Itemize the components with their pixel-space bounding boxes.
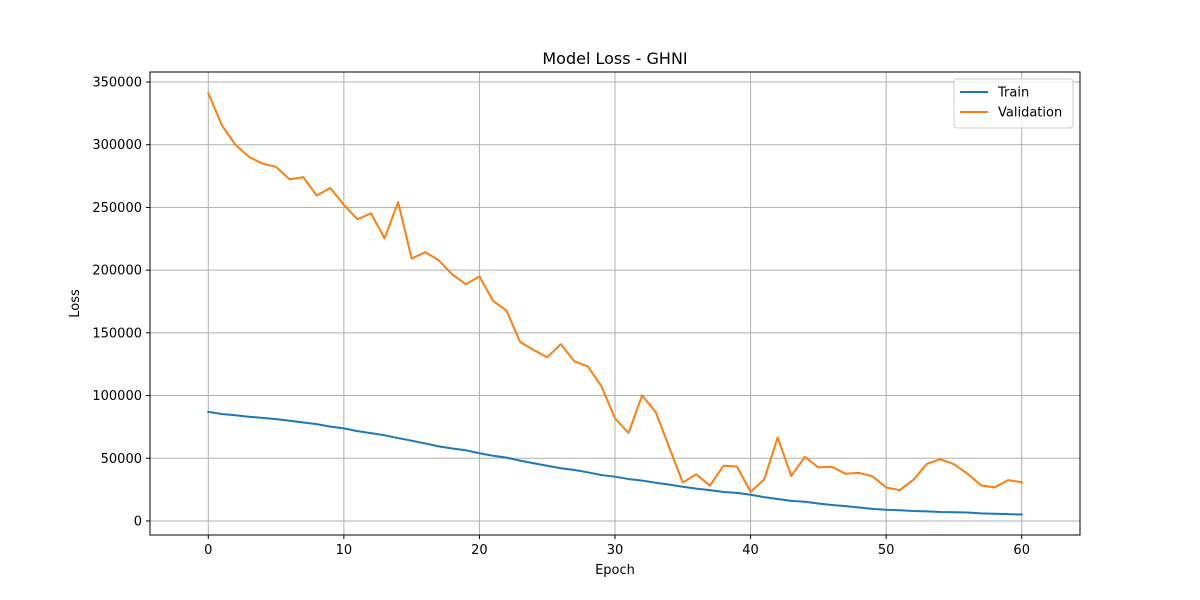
y-tick-label: 200000 — [92, 264, 142, 279]
y-axis-label: Loss — [68, 289, 83, 318]
chart-title: Model Loss - GHNI — [542, 49, 687, 68]
x-tick-label: 30 — [607, 543, 624, 558]
x-axis-label: Epoch — [595, 563, 635, 578]
legend-label-train: Train — [997, 86, 1029, 101]
x-tick-label: 50 — [878, 543, 895, 558]
grid — [150, 72, 1080, 535]
y-tick-label: 50000 — [101, 452, 142, 467]
legend: Train Validation — [953, 78, 1074, 129]
y-tick-label: 100000 — [92, 389, 142, 404]
x-tick-label: 60 — [1013, 543, 1030, 558]
series-line-train — [207, 410, 1023, 516]
x-tick-label: 40 — [742, 543, 759, 558]
x-tick-label: 0 — [204, 543, 212, 558]
y-tick-label: 300000 — [92, 138, 142, 153]
legend-label-validation: Validation — [998, 106, 1062, 121]
x-tick-label: 10 — [336, 543, 353, 558]
x-tick-label: 20 — [471, 543, 488, 558]
y-tick-label: 250000 — [92, 201, 142, 216]
y-tick-label: 350000 — [92, 76, 142, 91]
ticks: 0 10 20 30 40 50 60 0 50000 100000 150000 200000 250… — [92, 76, 1030, 558]
series-line-validation — [206, 92, 1023, 493]
y-tick-label: 150000 — [92, 326, 142, 341]
series-layer — [206, 92, 1023, 516]
y-tick-label: 0 — [134, 514, 142, 529]
